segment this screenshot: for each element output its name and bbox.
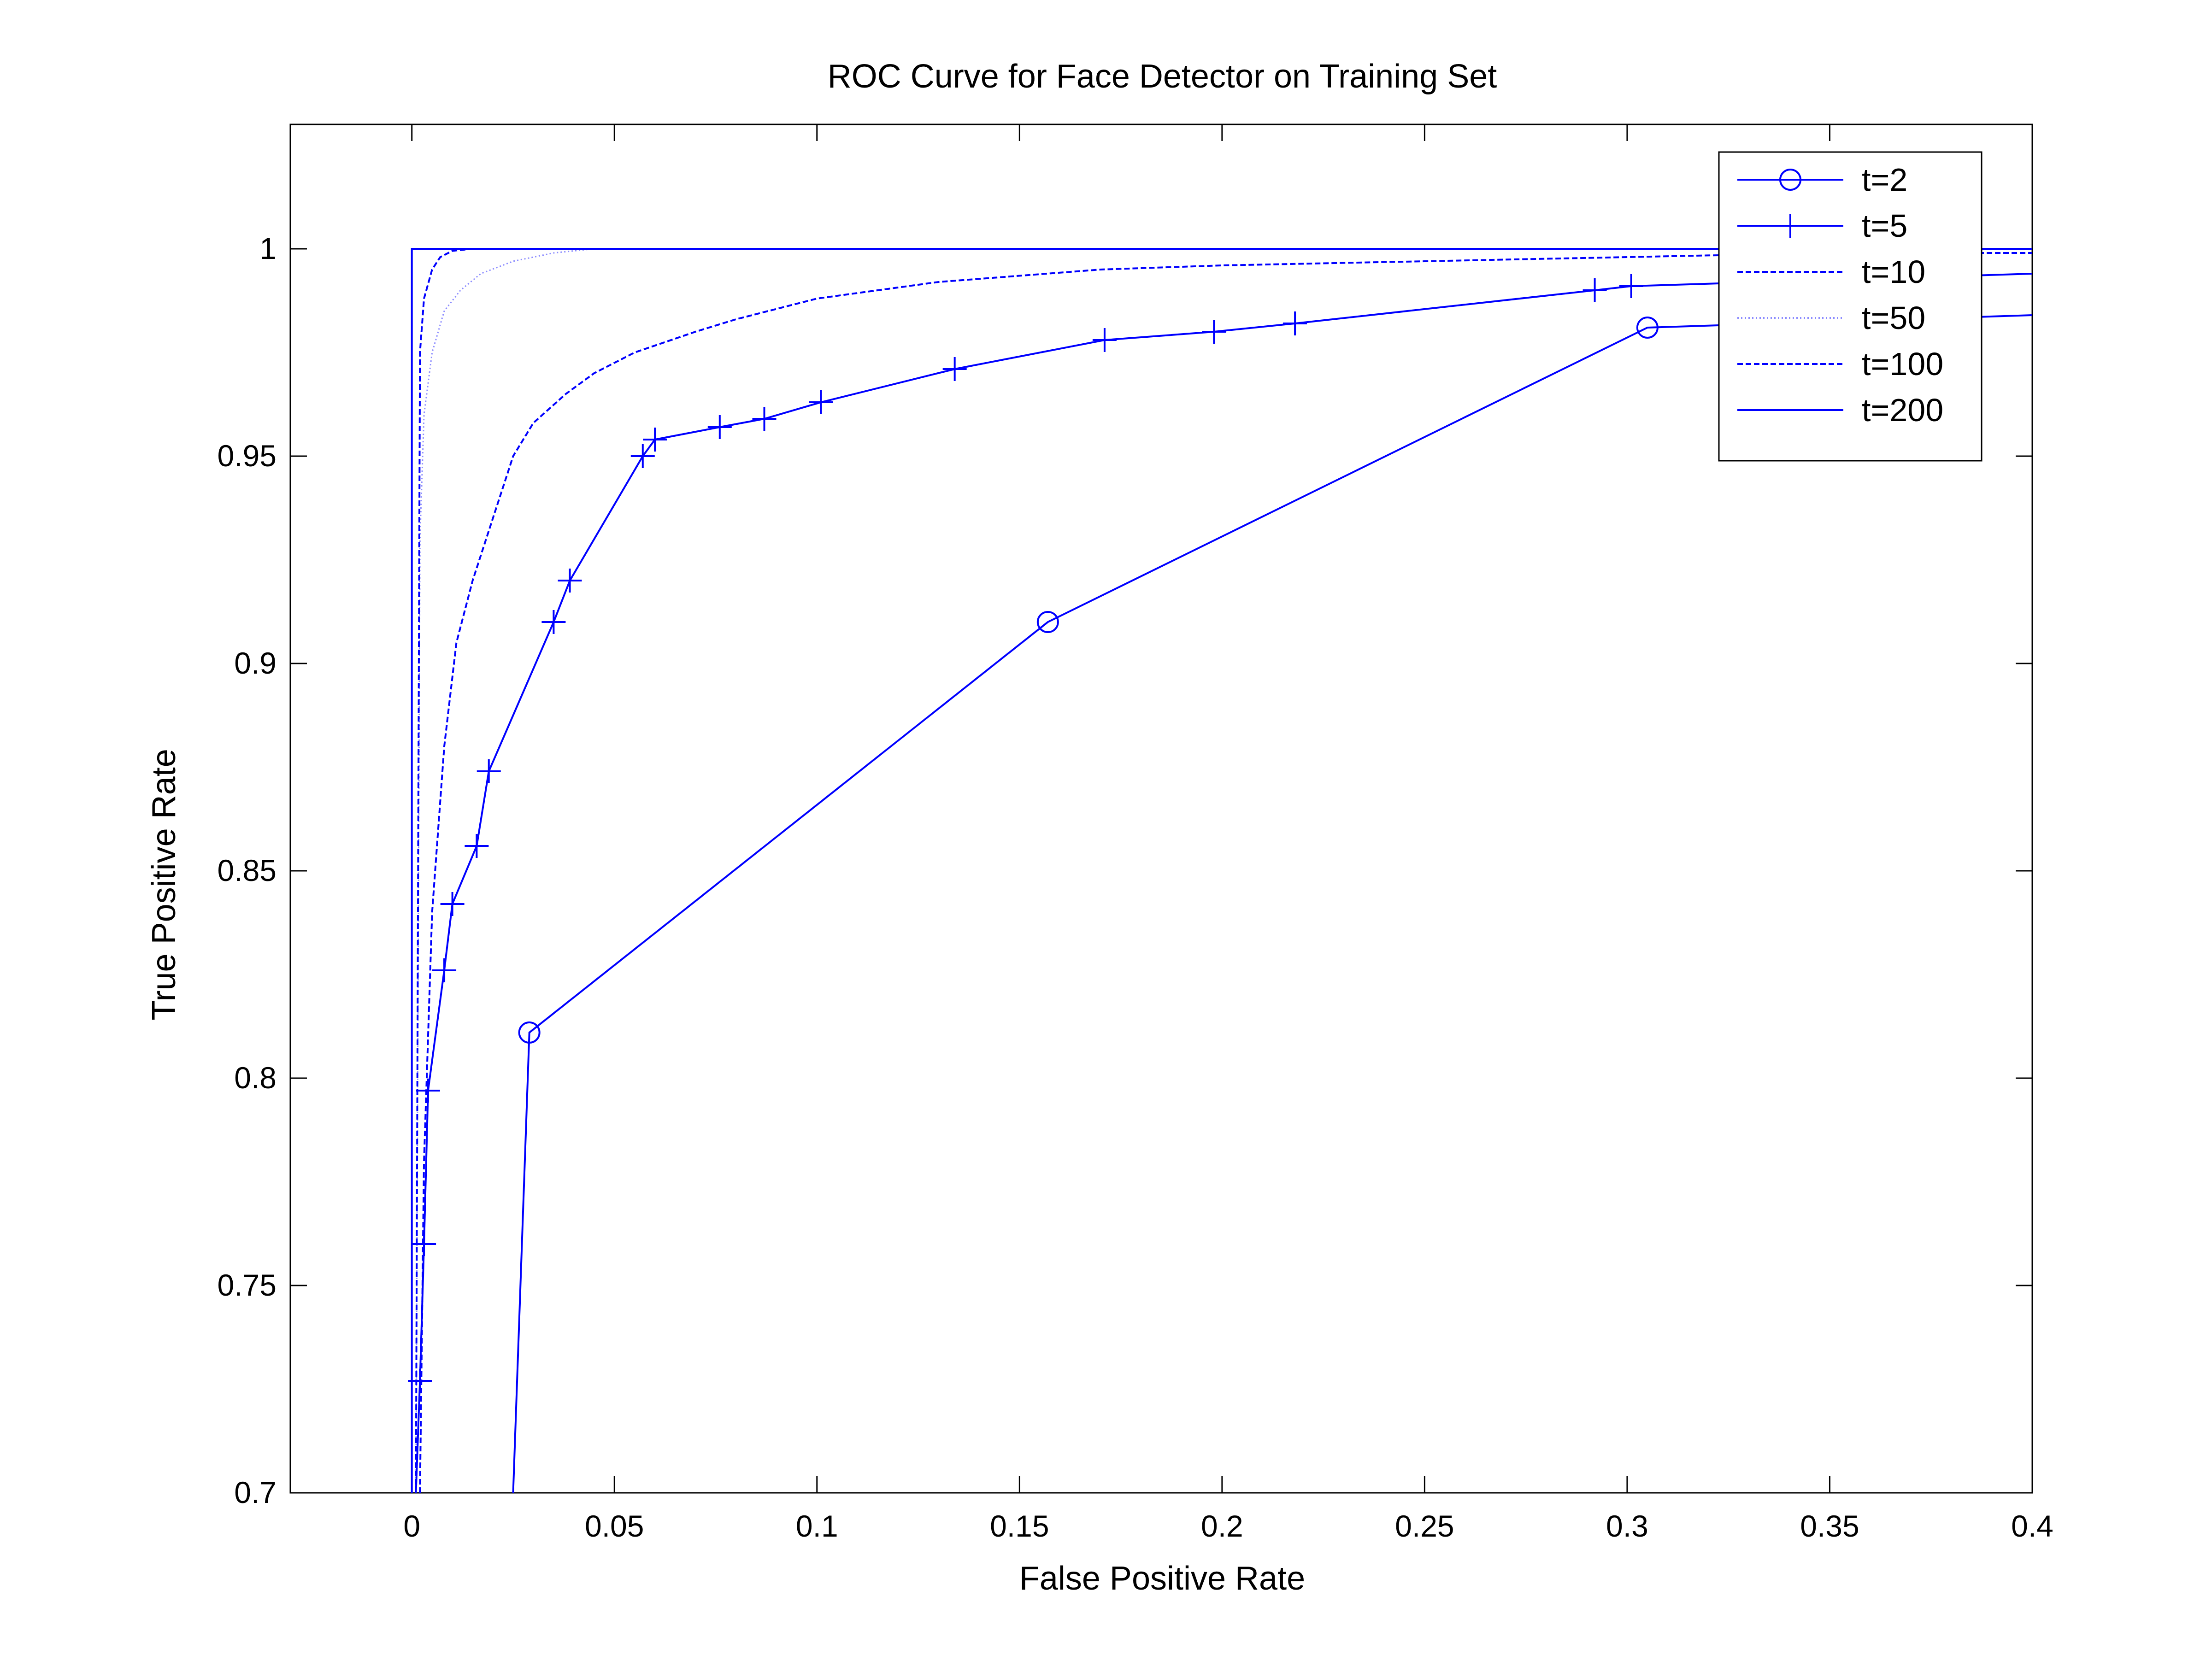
chart-title: ROC Curve for Face Detector on Training … bbox=[828, 58, 1497, 95]
y-tick-label: 0.8 bbox=[234, 1061, 276, 1095]
x-tick-label: 0.2 bbox=[1201, 1509, 1243, 1543]
axes-box bbox=[289, 123, 2033, 1494]
legend-label: t=100 bbox=[1862, 346, 1943, 382]
data-point-t-5 bbox=[1283, 311, 1307, 335]
x-tick-label: 0 bbox=[403, 1509, 420, 1543]
data-point-t-2 bbox=[1636, 317, 1659, 339]
data-point-t-5 bbox=[416, 1079, 440, 1103]
data-point-t-5 bbox=[1583, 278, 1607, 302]
data-point-t-5 bbox=[942, 357, 967, 381]
plot-area: 0 0.05 0.1 0.15 0.2 0.25 0.3 0.35 0.4 0.7 0.75 0.8 0… bbox=[218, 123, 2053, 1543]
legend-label: t=5 bbox=[1862, 208, 1907, 244]
legend-label: t=2 bbox=[1862, 162, 1907, 198]
x-tick-label: 0.25 bbox=[1395, 1509, 1454, 1543]
y-tick-label: 0.75 bbox=[218, 1268, 276, 1302]
y-axis-label: True Positive Rate bbox=[146, 749, 182, 1021]
data-point-t-5 bbox=[643, 428, 667, 452]
legend-marker-t-5 bbox=[1778, 214, 1802, 238]
data-point-t-2 bbox=[518, 1021, 541, 1044]
data-point-t-5 bbox=[558, 569, 582, 593]
series-line-t-5 bbox=[415, 273, 2032, 1493]
series-line-t-200 bbox=[411, 248, 2032, 1493]
x-tick-label: 0.1 bbox=[796, 1509, 838, 1543]
legend-label: t=10 bbox=[1862, 254, 1925, 290]
series-line-t-50 bbox=[415, 248, 2032, 1493]
data-point-t-5 bbox=[630, 444, 655, 468]
x-tick-label: 0.15 bbox=[990, 1509, 1049, 1543]
x-tick-label: 0.05 bbox=[585, 1509, 644, 1543]
data-point-t-5 bbox=[440, 892, 465, 916]
data-point-t-5 bbox=[809, 390, 833, 414]
data-point-t-2 bbox=[1036, 611, 1059, 633]
data-point-t-5 bbox=[1092, 328, 1117, 352]
data-point-t-5 bbox=[432, 958, 457, 982]
data-point-t-5 bbox=[1619, 274, 1643, 298]
y-tick-label: 1 bbox=[259, 231, 276, 265]
x-tick-label: 0.35 bbox=[1800, 1509, 1859, 1543]
x-axis-label: False Positive Rate bbox=[1019, 1560, 1305, 1597]
data-point-t-5 bbox=[541, 610, 566, 634]
data-point-t-5 bbox=[752, 407, 777, 431]
data-point-t-5 bbox=[412, 1232, 436, 1256]
series-group bbox=[408, 248, 2032, 1493]
legend: t=2 t=5 t=10 t=50 t=100 t=200 bbox=[1718, 151, 1983, 462]
data-point-t-5 bbox=[1202, 320, 1226, 344]
y-tick-label: 0.7 bbox=[234, 1475, 276, 1509]
series-line-t-10 bbox=[419, 252, 2032, 1493]
data-point-t-5 bbox=[707, 415, 732, 439]
y-tick-label: 0.9 bbox=[234, 646, 276, 680]
legend-marker-t-2 bbox=[1779, 169, 1801, 191]
y-tick-label: 0.85 bbox=[218, 853, 276, 887]
x-tick-label: 0.4 bbox=[2011, 1509, 2053, 1543]
x-tick-label: 0.3 bbox=[1606, 1509, 1648, 1543]
legend-label: t=50 bbox=[1862, 300, 1925, 336]
legend-label: t=200 bbox=[1862, 392, 1943, 428]
data-point-t-5 bbox=[465, 834, 489, 858]
data-point-t-5 bbox=[477, 759, 501, 783]
y-tick-label: 0.95 bbox=[218, 439, 276, 473]
